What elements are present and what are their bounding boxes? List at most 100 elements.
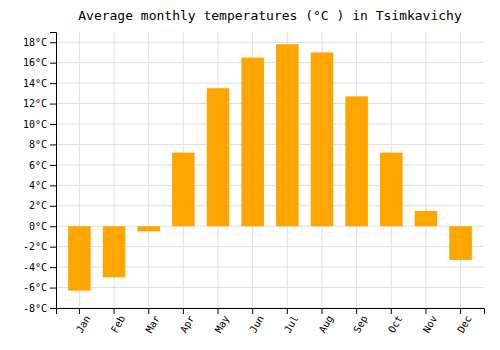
tick-mark xyxy=(50,226,56,227)
tick-label: Jul xyxy=(282,314,301,335)
tick-mark xyxy=(321,308,322,314)
tick-mark xyxy=(50,42,56,43)
tick-mark xyxy=(50,104,56,105)
tick-mark xyxy=(50,83,56,84)
tick-label: Mar xyxy=(143,314,162,335)
tick-label: -6°C xyxy=(23,282,47,293)
tick: -2°C xyxy=(23,241,56,252)
grid xyxy=(56,32,484,308)
tick-label: Aug xyxy=(317,314,336,335)
tick: Jun xyxy=(247,308,266,335)
tick-mark xyxy=(50,267,56,268)
bar xyxy=(241,58,264,227)
tick-label: -2°C xyxy=(23,241,47,252)
tick-label: -4°C xyxy=(23,262,47,273)
grid-line xyxy=(425,32,426,308)
grid-line xyxy=(460,32,461,308)
tick-label: Sep xyxy=(351,314,370,335)
bar xyxy=(380,153,403,227)
tick-label: 2°C xyxy=(29,200,47,211)
tick: 8°C xyxy=(29,139,56,150)
tick-label: 6°C xyxy=(29,160,47,171)
tick-mark xyxy=(425,308,426,314)
tick-mark xyxy=(391,308,392,314)
tick-label: 10°C xyxy=(23,119,47,130)
tick: Oct xyxy=(386,308,405,335)
tick-label: -8°C xyxy=(23,303,47,314)
grid-line xyxy=(56,83,484,84)
tick-label: May xyxy=(213,314,232,335)
bar xyxy=(311,52,334,226)
tick-mark xyxy=(287,308,288,314)
tick-label: Oct xyxy=(386,314,405,335)
grid-line xyxy=(56,144,484,145)
axis-line xyxy=(57,309,485,315)
axis-line xyxy=(50,33,57,309)
tick: 4°C xyxy=(29,180,56,191)
tick: 16°C xyxy=(23,57,56,68)
bar xyxy=(449,226,472,260)
tick: Feb xyxy=(109,308,128,335)
grid-line xyxy=(56,164,484,165)
bar xyxy=(207,88,230,226)
tick-mark xyxy=(183,308,184,314)
tick-mark xyxy=(148,308,149,314)
tick-mark xyxy=(50,247,56,248)
tick-label: Apr xyxy=(178,314,197,335)
tick-mark xyxy=(356,308,357,314)
tick: -8°C xyxy=(23,303,56,314)
bar xyxy=(345,96,368,226)
title: Average monthly temperatures (°C ) in Ts… xyxy=(78,8,462,23)
tick: Apr xyxy=(178,308,197,335)
tick-label: 0°C xyxy=(29,221,47,232)
tick: 0°C xyxy=(29,221,56,232)
grid-line xyxy=(56,62,484,63)
tick-label: Feb xyxy=(109,314,128,335)
tick-mark xyxy=(252,308,253,314)
tick-mark xyxy=(50,206,56,207)
grid-line xyxy=(56,124,484,125)
tick-label: 4°C xyxy=(29,180,47,191)
tick: -4°C xyxy=(23,262,56,273)
tick: -6°C xyxy=(23,282,56,293)
grid-line xyxy=(56,205,484,206)
tick: 14°C xyxy=(23,78,56,89)
bar xyxy=(415,211,438,226)
grid-line xyxy=(56,42,484,43)
tick: 12°C xyxy=(23,98,56,109)
tick: Dec xyxy=(455,308,474,335)
plot: -8°C -6°C -4°C -2°C 0°C 2°C 4°C 6°C 8°C 10°C 12°C 1… xyxy=(23,32,485,335)
tick-label: Jun xyxy=(247,314,266,335)
bar xyxy=(68,226,91,290)
grid-line xyxy=(56,103,484,104)
tick-mark xyxy=(50,124,56,125)
bar xyxy=(103,226,126,277)
bar xyxy=(172,153,195,227)
tick-mark xyxy=(79,308,80,314)
bar xyxy=(137,226,160,231)
tick-mark xyxy=(218,308,219,314)
tick-mark xyxy=(50,144,56,145)
tick-mark xyxy=(50,288,56,289)
tick-label: Jan xyxy=(74,314,93,335)
tick-label: 8°C xyxy=(29,139,47,150)
tick: Jul xyxy=(282,308,301,335)
tick-mark xyxy=(50,165,56,166)
tick-mark xyxy=(460,308,461,314)
tick: 18°C xyxy=(23,37,56,48)
grid-line xyxy=(148,32,149,308)
tick-label: 16°C xyxy=(23,57,47,68)
tick: Aug xyxy=(317,308,336,335)
tick-label: 12°C xyxy=(23,98,47,109)
tick-label: Dec xyxy=(455,314,474,335)
tick-label: 14°C xyxy=(23,78,47,89)
bar xyxy=(276,44,299,226)
tick: Mar xyxy=(143,308,162,335)
tick-mark xyxy=(50,308,56,309)
chart: -8°C -6°C -4°C -2°C 0°C 2°C 4°C 6°C 8°C 10°C 12°C 1… xyxy=(0,0,500,350)
y-axis: -8°C -6°C -4°C -2°C 0°C 2°C 4°C 6°C 8°C 10°C 12°C 1… xyxy=(23,33,57,314)
tick: 10°C xyxy=(23,119,56,130)
grid-line xyxy=(56,287,484,288)
tick: Nov xyxy=(421,308,440,335)
tick: May xyxy=(213,308,232,335)
